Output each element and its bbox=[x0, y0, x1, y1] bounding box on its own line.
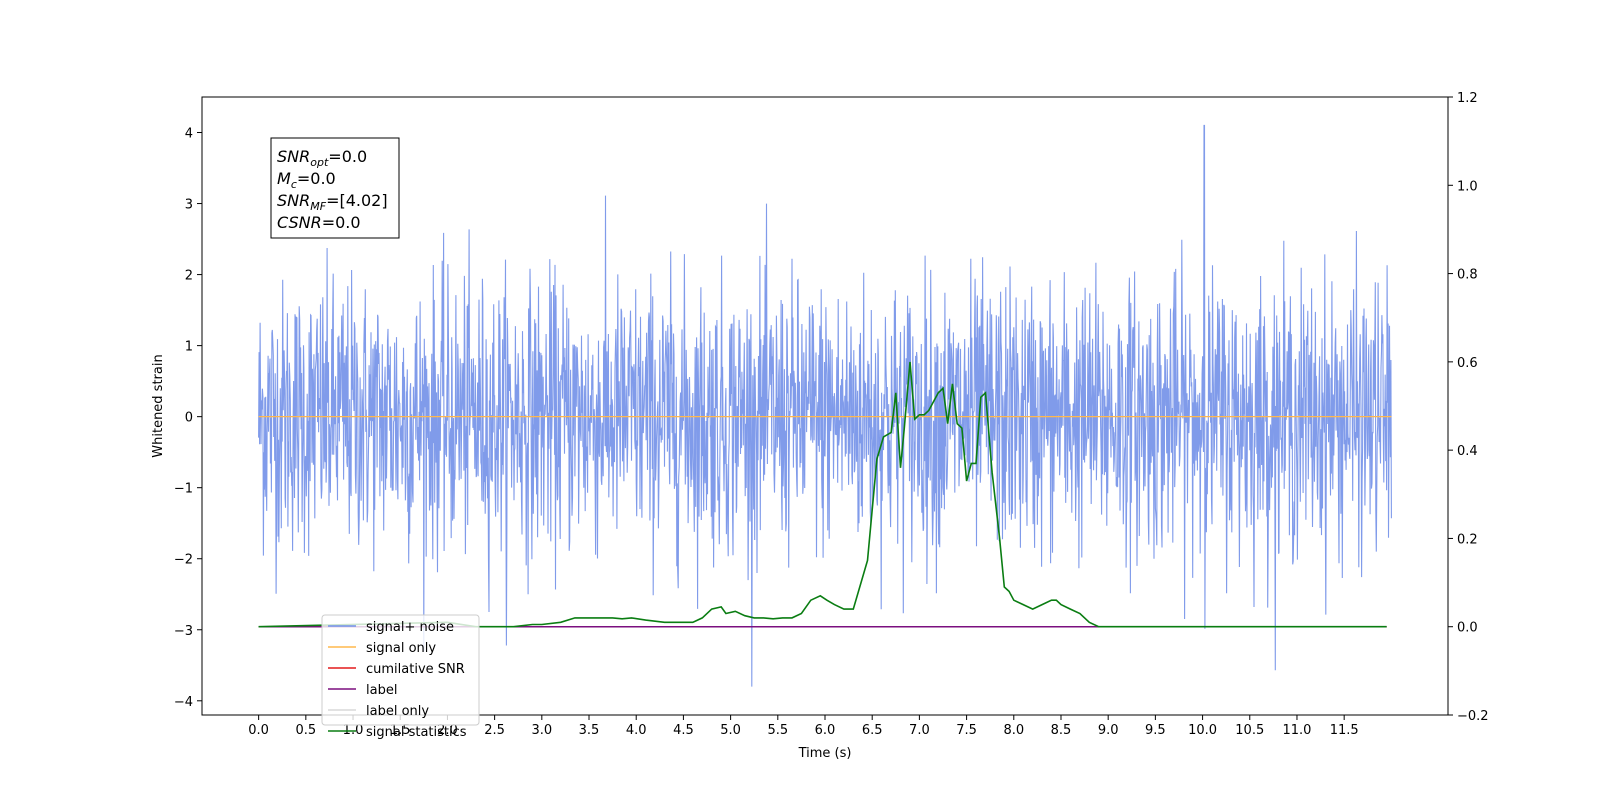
annotation-line: Mc=0.0 bbox=[277, 169, 336, 191]
y-axis-label: Whitened strain bbox=[151, 354, 166, 457]
x-tick-label: 8.0 bbox=[1003, 723, 1024, 738]
y-left-tick-label: 3 bbox=[185, 198, 193, 213]
y-right-tick-label: −0.2 bbox=[1457, 709, 1489, 724]
legend-entry: label bbox=[366, 683, 397, 698]
annotation-line: CSNR=0.0 bbox=[277, 213, 361, 232]
legend-entry: cumilative SNR bbox=[366, 662, 465, 677]
x-tick-label: 3.5 bbox=[579, 723, 600, 738]
y-axis-right-ticks: −0.2 0.0 0.2 0.4 0.6 0.8 1.0 1.2 bbox=[1448, 91, 1489, 724]
y-right-tick-label: 0.2 bbox=[1457, 532, 1478, 547]
x-axis-label: Time (s) bbox=[798, 746, 852, 761]
annotation-box-frame bbox=[270, 137, 400, 239]
legend-frame bbox=[321, 614, 480, 726]
legend-entry: label only bbox=[366, 704, 429, 719]
x-tick-label: 10.0 bbox=[1188, 723, 1217, 738]
x-tick-label: 9.5 bbox=[1145, 723, 1166, 738]
x-tick-label: 6.0 bbox=[815, 723, 836, 738]
x-axis-ticks: 0.0 0.5 1.0 1.5 2.0 2.5 3.0 3.5 4.0 4.5 5.0 5.5 6.0 6… bbox=[248, 715, 1359, 738]
y-right-tick-label: 0.0 bbox=[1457, 621, 1478, 636]
x-tick-label: 3.0 bbox=[531, 723, 552, 738]
y-left-tick-label: 1 bbox=[185, 340, 193, 355]
y-left-tick-label: 0 bbox=[185, 411, 193, 426]
y-right-tick-label: 0.4 bbox=[1457, 444, 1478, 459]
y-left-tick-label: −1 bbox=[174, 482, 193, 497]
y-left-tick-label: −3 bbox=[174, 624, 193, 639]
x-tick-label: 5.5 bbox=[767, 723, 788, 738]
legend-entry: signal+ noise bbox=[366, 620, 454, 635]
plot-area bbox=[258, 124, 1392, 687]
x-tick-label: 11.5 bbox=[1330, 723, 1359, 738]
series-signal-plus-noise bbox=[258, 124, 1392, 687]
x-tick-label: 4.5 bbox=[673, 723, 694, 738]
x-tick-label: 8.5 bbox=[1051, 723, 1072, 738]
annotation-line: SNRMF=[4.02] bbox=[277, 191, 388, 213]
y-left-tick-label: 2 bbox=[185, 269, 193, 284]
y-right-tick-label: 1.0 bbox=[1457, 179, 1478, 194]
x-tick-label: 2.5 bbox=[484, 723, 505, 738]
series-signal-statistics bbox=[258, 361, 1387, 628]
x-tick-label: 6.5 bbox=[862, 723, 883, 738]
y-right-tick-label: 1.2 bbox=[1457, 91, 1478, 106]
x-tick-label: 10.5 bbox=[1235, 723, 1264, 738]
x-tick-label: 2.0 bbox=[437, 723, 458, 738]
y-left-tick-label: −4 bbox=[174, 695, 193, 710]
x-tick-label: 7.0 bbox=[909, 723, 930, 738]
y-axis-left-ticks: −4 −3 −2 −1 0 1 2 3 4 bbox=[174, 127, 202, 710]
x-tick-label: 9.0 bbox=[1098, 723, 1119, 738]
y-left-tick-label: 4 bbox=[185, 127, 193, 142]
y-right-tick-label: 0.8 bbox=[1457, 268, 1478, 283]
legend: signal+ noise signal only cumilative SNR la… bbox=[321, 614, 480, 740]
legend-entry: signal statistics bbox=[366, 725, 467, 740]
x-tick-label: 0.5 bbox=[295, 723, 316, 738]
x-tick-label: 1.5 bbox=[390, 723, 411, 738]
y-left-tick-label: −2 bbox=[174, 553, 193, 568]
y-right-tick-label: 0.6 bbox=[1457, 356, 1478, 371]
x-tick-label: 7.5 bbox=[956, 723, 977, 738]
x-tick-label: 11.0 bbox=[1282, 723, 1311, 738]
x-tick-label: 4.0 bbox=[626, 723, 647, 738]
annotation-line: SNRopt=0.0 bbox=[277, 147, 367, 169]
legend-entry: signal only bbox=[366, 641, 436, 656]
x-tick-label: 0.0 bbox=[248, 723, 269, 738]
x-tick-label: 5.0 bbox=[720, 723, 741, 738]
